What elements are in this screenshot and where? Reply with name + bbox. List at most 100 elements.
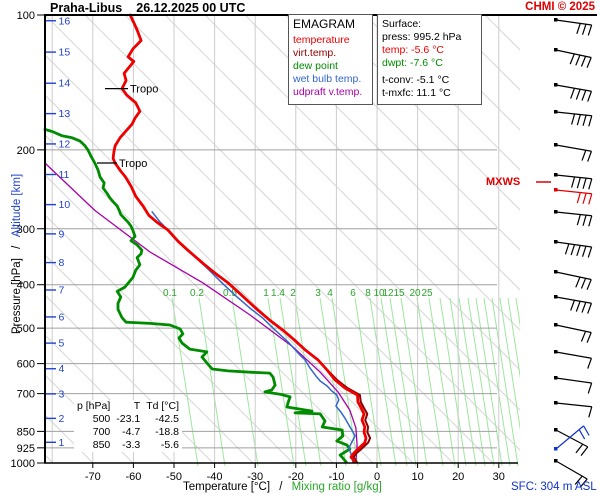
svg-text:1.4: 1.4: [271, 288, 285, 299]
svg-text:0.1: 0.1: [163, 288, 177, 299]
legend-item-updraft: udpraft v.temp.: [293, 86, 363, 98]
svg-text:7: 7: [59, 285, 65, 297]
legend-title: EMAGRAM: [293, 17, 356, 31]
x-axis-temperature-label: Temperature [°C]: [183, 481, 271, 493]
curve-wet-bulb: [151, 211, 356, 463]
svg-text:11: 11: [59, 169, 70, 181]
svg-text:10: 10: [59, 199, 71, 211]
x-axis-mixing-label: Mixing ratio [g/kg]: [291, 481, 382, 493]
svg-text:4: 4: [59, 363, 65, 375]
tropopause-markers: Tropo Tropo: [97, 84, 158, 170]
altitude-axis: 16 15 14 13 12 11 10 9 8 7 6 5 4 3 2 1: [46, 15, 70, 449]
svg-text:20: 20: [409, 288, 421, 299]
station-name: Praha-Libus: [50, 1, 123, 15]
y-axis-altitude-label: Altitude [km]: [11, 173, 23, 238]
wind-barb: [554, 83, 593, 102]
wind-barb: [554, 18, 593, 36]
svg-text:Tropo: Tropo: [130, 84, 158, 96]
surface-tmxfc: t-mxfc: 11.1 °C: [382, 87, 451, 99]
curve-updraft-virtual-temp: [44, 162, 358, 463]
svg-text:2: 2: [59, 413, 65, 425]
surface-title: Surface:: [382, 18, 422, 30]
x-axis-separator: /: [279, 481, 283, 493]
svg-text:925: 925: [17, 443, 35, 455]
wind-barbs: [554, 18, 593, 488]
col-pressure: p [hPa]: [77, 400, 111, 412]
curve-dew-point: [43, 127, 352, 464]
svg-text:14: 14: [59, 78, 71, 90]
svg-text:6: 6: [350, 288, 356, 299]
chart-title: Praha-Libus 26.12.2025 00 UTC: [50, 1, 245, 15]
svg-text:4: 4: [327, 288, 333, 299]
svg-text:1000: 1000: [11, 458, 35, 470]
wind-barb: [554, 459, 588, 488]
temperature-axis: -70 -60 -50 -40 -30 -20 -10 0 10 20 30: [85, 463, 505, 483]
levels-table: p [hPa] T Td [°C] 500 -23.1 -42.5 700 -4…: [74, 400, 183, 452]
y-axis-pressure-label: Pressure [hPa]: [11, 258, 23, 335]
svg-text:600: 600: [17, 359, 35, 371]
svg-text:700: 700: [17, 389, 35, 401]
surface-pressure: press: 995.2 hPa: [382, 31, 462, 43]
svg-text:6: 6: [59, 311, 65, 323]
svg-text:1: 1: [263, 288, 269, 299]
y-axis-caption: Pressure [hPa] / Altitude [km]: [11, 114, 23, 394]
surface-dewpoint: dwpt: -7.6 °C: [382, 57, 443, 69]
svg-text:500: 500: [17, 323, 35, 335]
svg-text:1: 1: [59, 437, 65, 449]
svg-text:-30: -30: [247, 471, 263, 483]
wind-barb: [554, 173, 593, 190]
svg-text:5: 5: [59, 338, 65, 350]
svg-text:0.2: 0.2: [190, 288, 204, 299]
svg-text:-70: -70: [85, 471, 101, 483]
wind-barb: [554, 425, 590, 451]
wind-barb: [554, 110, 593, 127]
mixing-ratio-lines: [171, 297, 520, 467]
svg-text:850: 850: [17, 426, 35, 438]
table-row: 850 -3.3 -5.6: [92, 439, 180, 451]
wind-barb: [554, 376, 593, 394]
svg-text:25: 25: [421, 288, 433, 299]
wind-barb: [554, 295, 593, 314]
pressure-axis: 100 200 300 400 500 600 700 850 925 1000: [11, 10, 45, 470]
x-axis-caption: Temperature [°C] / Mixing ratio [g/kg]: [183, 481, 382, 493]
table-row: 700 -4.7 -18.8: [92, 426, 180, 438]
svg-text:0.5: 0.5: [223, 288, 237, 299]
max-wind-label: MXWS: [486, 176, 521, 188]
svg-text:100: 100: [17, 10, 35, 22]
col-dewpoint: Td [°C]: [146, 400, 180, 412]
curve-temperature: [111, 13, 368, 464]
svg-text:0: 0: [374, 471, 380, 483]
svg-text:2: 2: [290, 288, 296, 299]
y-axis-separator: /: [11, 245, 23, 249]
legend-item-dew-point: dew point: [293, 60, 338, 72]
svg-text:15: 15: [393, 288, 405, 299]
wind-barb: [554, 350, 593, 369]
svg-text:20: 20: [452, 471, 464, 483]
legend-item-wet-bulb: wet bulb temp.: [293, 73, 362, 85]
svg-text:-40: -40: [207, 471, 223, 483]
svg-text:10: 10: [373, 288, 385, 299]
svg-text:12: 12: [59, 138, 71, 150]
svg-text:Tropo: Tropo: [119, 158, 147, 170]
wind-barb: [554, 240, 593, 258]
legend-item-virt-temp: virt.temp.: [293, 47, 337, 59]
svg-text:10: 10: [411, 471, 423, 483]
wind-barb: [554, 143, 593, 162]
svg-text:8: 8: [365, 288, 371, 299]
svg-text:-50: -50: [166, 471, 182, 483]
svg-text:3: 3: [59, 388, 65, 400]
wind-barb: [554, 188, 593, 205]
legend-box: EMAGRAM temperature virt.temp. dew point…: [288, 14, 373, 105]
svg-text:13: 13: [59, 108, 71, 120]
wind-barb: [554, 48, 592, 68]
wind-barb: [554, 401, 593, 418]
wind-barb: [554, 323, 592, 343]
svg-text:9: 9: [59, 228, 65, 240]
credit-text: CHMI © 2025: [525, 1, 595, 13]
svg-text:400: 400: [17, 280, 35, 292]
legend-item-temperature: temperature: [293, 34, 350, 46]
svg-text:30: 30: [493, 471, 505, 483]
wind-barb: [554, 210, 593, 227]
